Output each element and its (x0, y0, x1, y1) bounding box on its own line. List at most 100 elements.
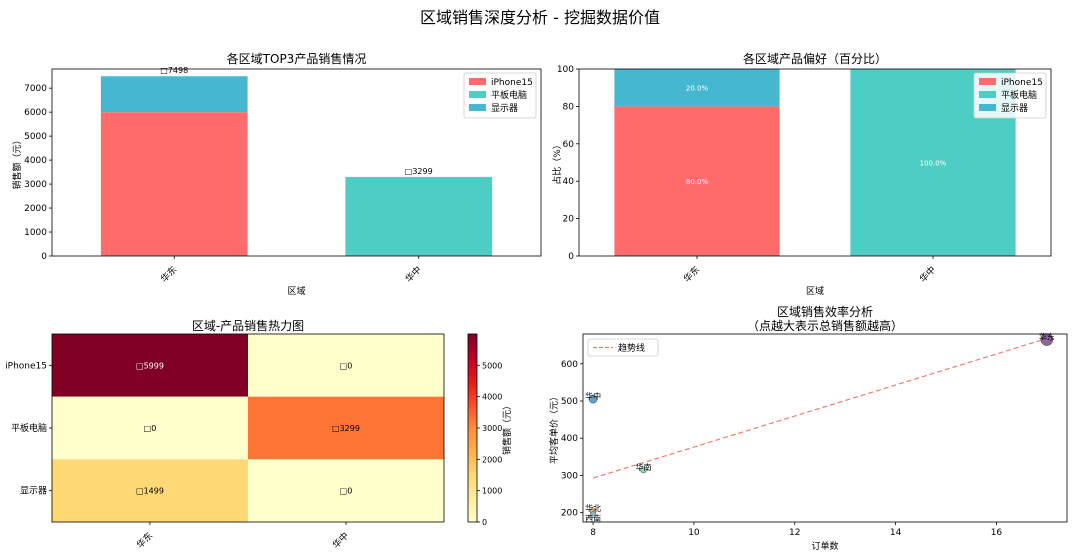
chart3-colorbar-segment (468, 446, 477, 451)
chart3-cell-label: □0 (144, 424, 157, 433)
chart2-ytick-label: 0 (568, 252, 574, 262)
chart3-cell (52, 334, 248, 397)
chart1-legend-swatch (469, 91, 486, 98)
chart4-trend-line (592, 337, 1048, 479)
chart3-axes (51, 333, 445, 523)
chart3-colorbar-segment (468, 362, 477, 366)
chart2-ytick-label: 100 (557, 65, 574, 75)
chart3-colorbar-segment (468, 478, 477, 482)
chart3-cell (248, 459, 444, 522)
chart2-bar-iPhone15 (614, 106, 780, 257)
chart4-point-华中 (588, 394, 598, 404)
chart2-segment-label: 20.0% (686, 85, 709, 93)
chart3-colorbar-segment (468, 409, 477, 413)
chart3-title: 区域-产品销售热力图 (192, 318, 304, 333)
chart3-colorbar-segment (468, 500, 477, 504)
chart4-legend-label: 趋势线 (618, 342, 645, 354)
chart3-col-label: 华中 (330, 530, 351, 551)
chart1-bar-iPhone15 (100, 112, 248, 256)
chart3-colorbar-tick-label: 3000 (482, 424, 502, 433)
chart4-ytick-label: 300 (561, 471, 578, 481)
chart4-xtick-label: 10 (688, 528, 700, 538)
chart4-point-西南 (589, 511, 597, 518)
chart3-colorbar-segment (468, 490, 477, 495)
chart3-colorbar-segment (468, 393, 477, 398)
chart1-ylabel: 销售额（元） (11, 135, 23, 189)
chart2-xlabel: 区域 (806, 285, 824, 297)
chart4-point-华南 (640, 466, 647, 474)
chart1-bar-平板电脑 (345, 176, 493, 256)
chart3-colorbar-segment (468, 453, 477, 457)
chart1-axes (51, 68, 542, 257)
chart3-cell (52, 459, 248, 522)
chart3-colorbar-segment (468, 443, 477, 448)
chart3-colorbar-segment (468, 384, 477, 388)
chart3-row-label: 显示器 (20, 486, 47, 497)
chart2-xtick-label: 华东 (681, 264, 702, 285)
chart4-legend (587, 338, 659, 357)
chart3-colorbar-segment (468, 340, 477, 344)
chart3-colorbar-segment (468, 437, 477, 442)
chart3-cell-label: □3299 (332, 424, 360, 433)
chart2-ytick-label: 80 (563, 102, 575, 112)
chart4-ytick-label: 400 (561, 434, 578, 444)
chart4-ylabel: 平均客单价（元） (548, 392, 560, 464)
chart1-legend-label: 显示器 (491, 103, 518, 114)
chart3-colorbar-label: 销售额（元） (501, 401, 513, 455)
chart3-colorbar-segment (468, 456, 477, 460)
chart4-ytick-label: 500 (561, 397, 578, 407)
chart2-segment-label: 80.0% (686, 178, 709, 186)
chart3-row-label: 平板电脑 (11, 422, 47, 434)
chart3-colorbar-segment (468, 337, 477, 341)
chart3-colorbar-segment (468, 349, 477, 354)
chart3-cell-label: □0 (340, 487, 353, 496)
chart3-colorbar-segment (468, 352, 477, 357)
chart4-xtick-label: 14 (890, 528, 902, 538)
chart3-colorbar-segment (468, 434, 477, 438)
chart3-colorbar-segment (468, 396, 477, 401)
chart3-colorbar-segment (468, 503, 477, 507)
chart3-cell (248, 396, 444, 460)
chart4-point-label: 华南 (636, 462, 652, 472)
chart1-xlabel: 区域 (287, 285, 305, 297)
chart3-colorbar-segment (468, 484, 477, 489)
chart2-legend-label: 平板电脑 (1001, 89, 1037, 101)
chart2-ytick-label: 40 (563, 177, 575, 187)
chart4-point-华东 (1040, 333, 1054, 346)
chart4-subtitle: （点越大表示总销售额越高） (747, 318, 903, 333)
chart1-ytick-label: 0 (41, 252, 47, 262)
chart3-colorbar-segment (468, 418, 477, 423)
chart3-colorbar-segment (468, 481, 477, 485)
chart4-point-label: 西南 (585, 514, 601, 524)
chart3-colorbar-segment (468, 355, 477, 360)
chart3-colorbar-segment (468, 449, 477, 454)
chart3-colorbar-segment (468, 415, 477, 420)
chart3-colorbar-tick-label: 2000 (482, 455, 502, 464)
chart2-legend-label: iPhone15 (1001, 78, 1043, 88)
chart1-total-label: □3299 (405, 167, 433, 176)
chart4-axes (582, 333, 1068, 523)
chart3-row-label: iPhone15 (5, 361, 47, 371)
chart2-segment-label: 100.0% (920, 160, 947, 168)
chart4-xtick-label: 16 (991, 528, 1003, 538)
chart3-colorbar-segment (468, 506, 477, 511)
chart1-ytick-label: 7000 (24, 84, 47, 94)
chart1-legend-swatch (469, 78, 486, 85)
chart2-legend-swatch (979, 104, 996, 111)
chart2-legend-label: 显示器 (1001, 103, 1028, 114)
chart3-colorbar-tick-label: 4000 (482, 393, 502, 402)
chart3-colorbar-segment (468, 496, 477, 501)
chart3-colorbar-segment (468, 512, 477, 517)
chart3-colorbar-segment (468, 343, 477, 348)
chart4-xtick-label: 12 (789, 528, 800, 538)
chart3-colorbar-tick-label: 0 (482, 518, 487, 527)
chart4-point-label: 华东 (1039, 332, 1055, 342)
chart1-ytick-label: 4000 (24, 156, 47, 166)
chart4-ytick-label: 200 (561, 509, 578, 519)
chart3-cell-label: □5999 (136, 361, 164, 370)
page-title: 区域销售深度分析 - 挖掘数据价值 (420, 8, 660, 27)
chart3-colorbar-segment (468, 334, 477, 338)
chart3-cell (248, 334, 444, 397)
chart1-ytick-label: 2000 (24, 204, 47, 214)
